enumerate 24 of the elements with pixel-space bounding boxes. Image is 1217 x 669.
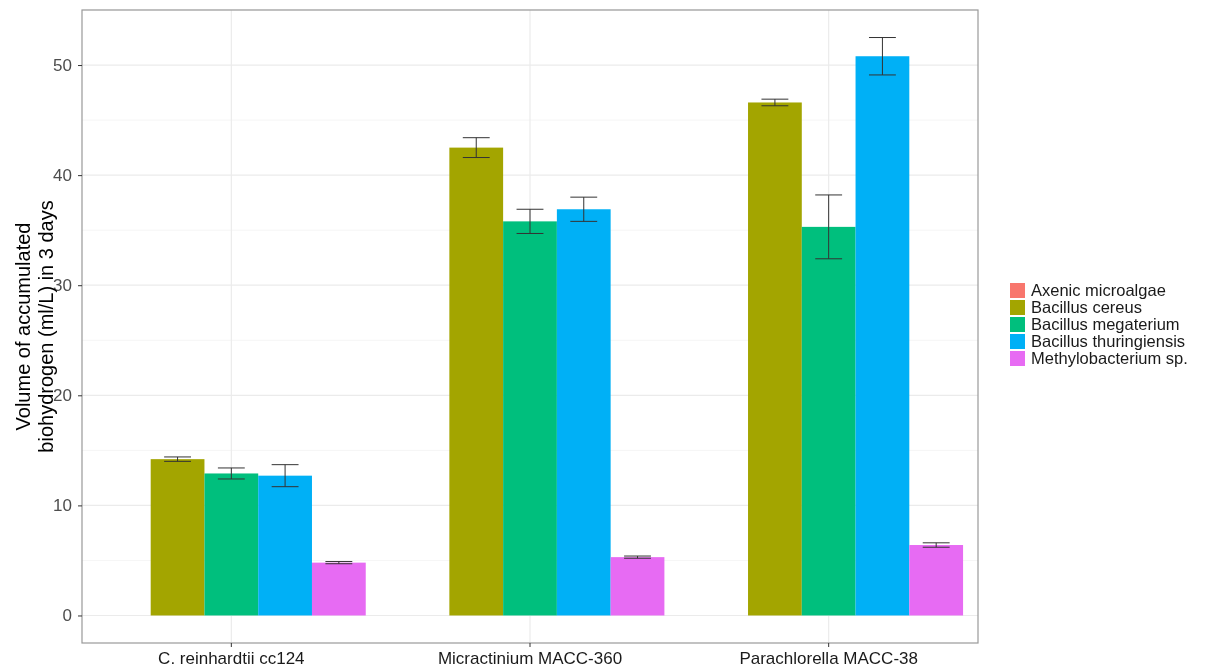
bar: [150, 459, 205, 616]
y-tick-label: 50: [53, 55, 72, 75]
y-tick-label: 40: [53, 166, 72, 186]
legend-label: Bacillus cereus: [1031, 298, 1142, 316]
legend-label: Bacillus thuringiensis: [1031, 332, 1186, 350]
bar: [204, 473, 259, 616]
bar: [855, 56, 910, 616]
bar: [258, 475, 312, 616]
bar: [449, 147, 504, 616]
legend-label: Methylobacterium sp.: [1031, 349, 1188, 367]
x-tick-label: Parachlorella MACC-38: [739, 649, 918, 669]
bar: [556, 209, 611, 616]
legend-label: Bacillus megaterium: [1031, 315, 1180, 333]
bar: [801, 226, 856, 616]
bar: [909, 545, 964, 616]
y-tick-label: 0: [62, 606, 72, 626]
bar: [503, 221, 557, 616]
bar: [748, 102, 802, 616]
legend-label: Axenic microalgae: [1031, 281, 1166, 299]
x-tick-label: Micractinium MACC-360: [437, 649, 623, 669]
y-tick-label: 10: [53, 496, 72, 516]
bar: [311, 562, 366, 616]
bar: [610, 557, 665, 616]
x-tick-label: C. reinhardtii cc124: [158, 649, 305, 669]
